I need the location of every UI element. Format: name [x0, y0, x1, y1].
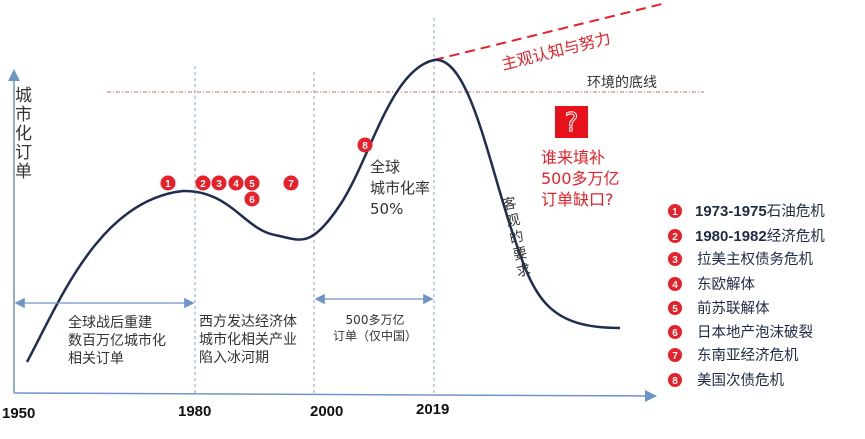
svg-text:6: 6: [249, 195, 255, 206]
svg-text:相关订单: 相关订单: [68, 351, 124, 367]
crisis-legend: 1 1973-1975石油危机 2 1980-1982经济危机 3 拉美主权债务危机 4 东欧…: [668, 203, 825, 389]
legend-label: 日本地产泡沫破裂: [697, 324, 813, 341]
legend-label: 1980-1982经济危机: [695, 228, 825, 245]
svg-text:谁来填补: 谁来填补: [541, 148, 605, 167]
legend-marker: [668, 301, 682, 315]
svg-text:西方发达经济体: 西方发达经济体: [199, 314, 297, 330]
svg-text:500多万亿: 500多万亿: [346, 312, 405, 327]
svg-text:5: 5: [249, 179, 255, 190]
svg-text:陷入冰河期: 陷入冰河期: [199, 350, 269, 366]
legend-label: 前苏联解体: [697, 300, 770, 317]
crisis-marker-6: 6: [244, 191, 260, 207]
svg-text:3: 3: [216, 179, 222, 190]
svg-text:1: 1: [672, 207, 678, 218]
tick-1950: 1950: [2, 405, 35, 422]
legend-marker: [668, 204, 682, 218]
svg-text:订单缺口?: 订单缺口?: [541, 190, 614, 209]
question-mark-icon: ?: [565, 108, 579, 138]
svg-text:7: 7: [672, 351, 678, 362]
period-text-postwar: 全球战后重建 数百万亿城市化 相关订单: [68, 314, 166, 367]
svg-text:1: 1: [165, 179, 171, 190]
question-text: 谁来填补 500多万亿 订单缺口?: [541, 148, 620, 209]
tick-2000: 2000: [310, 403, 343, 420]
svg-text:数百万亿城市化: 数百万亿城市化: [68, 332, 166, 349]
legend-label: 拉美主权债务危机: [697, 251, 813, 268]
svg-text:全球: 全球: [370, 158, 400, 176]
svg-text:2: 2: [200, 179, 206, 190]
svg-text:全球战后重建: 全球战后重建: [68, 314, 152, 331]
svg-text:8: 8: [362, 141, 368, 152]
crisis-marker-4: 4: [228, 175, 244, 191]
legend-item: 6 日本地产泡沫破裂: [668, 324, 813, 341]
legend-item: 5 前苏联解体: [668, 300, 770, 317]
svg-text:500多万亿: 500多万亿: [541, 169, 620, 188]
legend-item: 8 美国次债危机: [668, 372, 784, 389]
crisis-marker-8: 8: [357, 137, 373, 153]
legend-item: 2 1980-1982经济危机: [668, 228, 825, 245]
crisis-markers: 1 2 3 4 5 6 7 8: [160, 137, 373, 207]
y-axis-label: 城市化订单: [11, 86, 31, 181]
environment-baseline-label: 环境的底线: [587, 75, 657, 91]
legend-item: 3 拉美主权债务危机: [668, 251, 813, 268]
svg-text:3: 3: [672, 255, 678, 266]
subjective-effort-label: 主观认知与努力: [499, 28, 612, 74]
legend-marker: [668, 252, 682, 266]
crisis-marker-1: 1: [160, 175, 176, 191]
legend-marker: [668, 348, 682, 362]
subjective-line: [433, 3, 663, 61]
tick-1980: 1980: [178, 403, 211, 420]
crisis-marker-5: 5: [244, 175, 260, 191]
svg-text:8: 8: [672, 376, 678, 387]
svg-text:4: 4: [672, 280, 678, 291]
legend-marker: [668, 229, 682, 243]
svg-text:订单（仅中国）: 订单（仅中国）: [333, 328, 417, 343]
x-axis: [13, 389, 657, 402]
question-box: [555, 106, 588, 138]
svg-text:7: 7: [288, 179, 294, 190]
legend-marker: [668, 325, 682, 339]
legend-item: 4 东欧解体: [668, 276, 755, 293]
svg-text:2: 2: [672, 232, 678, 243]
urbanization-rate-text: 全球 城市化率 50%: [370, 158, 430, 218]
legend-label: 美国次债危机: [697, 372, 784, 389]
legend-label: 东南亚经济危机: [697, 347, 799, 364]
legend-marker: [668, 373, 682, 387]
svg-text:城市化率: 城市化率: [370, 179, 430, 197]
urbanization-curve: [25, 58, 621, 363]
svg-text:城市化相关产业: 城市化相关产业: [199, 331, 297, 348]
legend-marker: [668, 277, 682, 291]
period-text-china: 500多万亿 订单（仅中国）: [333, 312, 417, 343]
tick-2019: 2019: [416, 401, 449, 418]
svg-text:5: 5: [672, 304, 678, 315]
crisis-marker-7: 7: [283, 175, 299, 191]
crisis-marker-3: 3: [211, 175, 227, 191]
period-text-icetime: 西方发达经济体 城市化相关产业 陷入冰河期: [199, 314, 297, 366]
svg-text:6: 6: [672, 328, 678, 339]
legend-item: 7 东南亚经济危机: [668, 347, 799, 364]
legend-item: 1 1973-1975石油危机: [668, 203, 825, 220]
svg-text:4: 4: [233, 179, 239, 190]
legend-label: 东欧解体: [697, 276, 755, 293]
legend-label: 1973-1975石油危机: [695, 203, 825, 220]
crisis-marker-2: 2: [195, 175, 211, 191]
svg-text:50%: 50%: [370, 200, 403, 218]
